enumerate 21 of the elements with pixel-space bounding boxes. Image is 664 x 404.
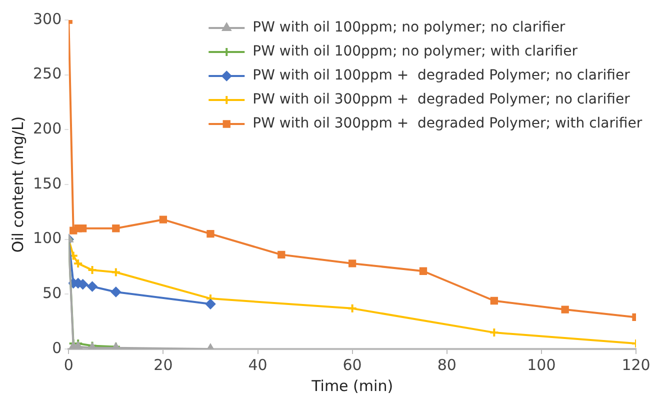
x-tick-label: 40 [248,356,268,374]
x-tick-label: 100 [527,356,556,374]
y-tick-label: 0 [52,338,62,357]
legend-label: PW with oil 300ppm + degraded Polymer; no clarifier [252,92,630,108]
x-axis-title: Time (min) [310,376,394,395]
y-tick-label: 250 [32,64,62,83]
y-tick-label: 150 [32,174,62,192]
y-tick-label: 200 [32,120,62,138]
y-tick-label: 300 [32,10,62,28]
y-tick-label: 50 [42,284,62,302]
x-tick-label: 80 [437,356,456,374]
legend-label: PW with oil 100ppm + degraded Polymer; no clarifier [252,68,630,84]
y-tick-label: 100 [32,229,62,248]
legend-label: PW with oil 100ppm; no polymer; with clarifier [252,44,578,60]
x-tick-label: 0 [64,356,74,374]
legend-label: PW with oil 100ppm; no polymer; no clarifier [252,20,566,36]
x-tick-label: 20 [154,356,173,374]
legend-label: PW with oil 300ppm + degraded Polymer; with clarifier [252,116,642,132]
y-axis-title: Oil content (mg/L) [8,116,27,253]
x-tick-label: 120 [622,356,650,374]
x-tick-label: 60 [342,356,362,374]
